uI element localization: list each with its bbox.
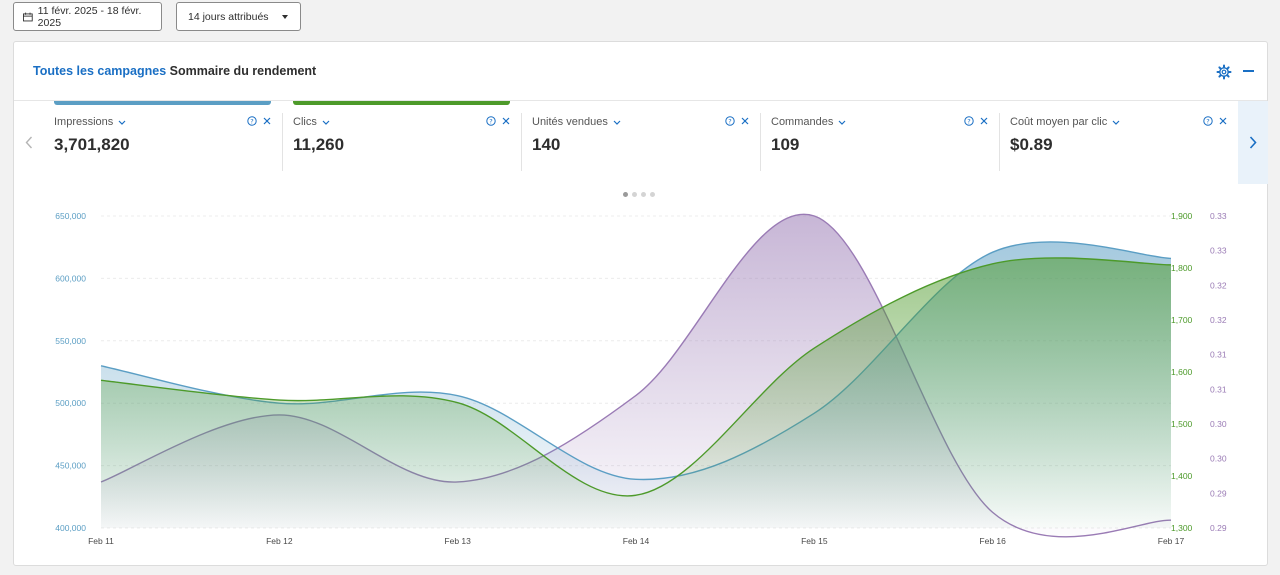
y-tick-label-right-clicks: 1,700 [1171,315,1193,325]
divider [521,113,522,171]
all-campaigns-link[interactable]: Toutes les campagnes [33,64,167,78]
x-tick-label: Feb 12 [266,536,293,546]
y-tick-label-right-cpc: 0.33 [1210,246,1227,256]
y-tick-label-right-cpc: 0.30 [1210,419,1227,429]
y-tick-label-right-clicks: 1,400 [1171,471,1193,481]
carousel-prev-button[interactable] [14,101,44,184]
calendar-icon [23,12,33,21]
page-title: Sommaire du rendement [169,64,317,78]
help-icon[interactable]: ? [1203,116,1213,126]
chevron-down-icon[interactable] [322,120,330,125]
y-tick-label-left: 450,000 [55,461,86,471]
chevron-down-icon[interactable] [118,120,126,125]
y-tick-label-right-cpc: 0.31 [1210,350,1227,360]
y-tick-label-left: 400,000 [55,523,86,533]
y-tick-label-right-cpc: 0.32 [1210,280,1227,290]
divider [282,113,283,171]
y-tick-label-right-cpc: 0.32 [1210,315,1227,325]
divider [999,113,1000,171]
caret-down-icon [282,14,288,19]
x-tick-label: Feb 16 [979,536,1006,546]
svg-text:?: ? [728,117,731,125]
attribution-label: 14 jours attribués [188,10,269,23]
pagination-dot[interactable] [632,192,637,197]
collapse-icon[interactable] [1243,70,1254,72]
performance-panel: Toutes les campagnes Sommaire du rendeme… [13,41,1268,566]
close-icon[interactable] [980,117,988,125]
metric-tile-units-sold[interactable]: Unités vendues ? 140 [522,101,761,184]
attribution-select[interactable]: 14 jours attribués [176,2,301,31]
chevron-down-icon[interactable] [838,120,846,125]
close-icon[interactable] [1219,117,1227,125]
metric-tile-orders[interactable]: Commandes ? 109 [761,101,1000,184]
help-icon[interactable]: ? [964,116,974,126]
x-tick-label: Feb 13 [444,536,471,546]
close-icon[interactable] [263,117,271,125]
y-tick-label-right-cpc: 0.29 [1210,523,1227,533]
y-tick-label-left: 650,000 [55,211,86,221]
y-tick-label-right-clicks: 1,800 [1171,263,1193,273]
chevron-down-icon[interactable] [1112,120,1120,125]
series-clicks-area [101,257,1171,528]
metric-label: Impressions [54,116,114,128]
y-tick-label-left: 500,000 [55,398,86,408]
help-icon[interactable]: ? [247,116,257,126]
x-tick-label: Feb 14 [623,536,650,546]
y-tick-label-right-cpc: 0.31 [1210,384,1227,394]
metric-color-bar [293,101,510,105]
metric-value: $0.89 [1010,135,1053,154]
chevron-left-icon [25,136,33,149]
metric-label: Clics [293,116,317,128]
metric-value: 11,260 [293,135,345,154]
y-tick-label-right-clicks: 1,300 [1171,523,1193,533]
x-tick-label: Feb 15 [801,536,828,546]
pagination-dot[interactable] [650,192,655,197]
y-tick-label-right-clicks: 1,900 [1171,211,1193,221]
gear-icon[interactable] [1216,64,1232,80]
breadcrumb: Toutes les campagnes Sommaire du rendeme… [33,64,316,78]
y-tick-label-right-clicks: 1,600 [1171,367,1193,377]
series-clicks-line [100,257,1172,497]
metrics-carousel: Impressions ? 3,701,820 Clics ? 11,260 U… [14,101,1268,184]
y-tick-label-left: 550,000 [55,336,86,346]
metric-value: 140 [532,135,561,154]
svg-text:?: ? [489,117,492,125]
metric-color-bar [54,101,271,105]
chevron-right-icon [1249,136,1257,149]
metric-tile-clicks[interactable]: Clics ? 11,260 [283,101,522,184]
y-tick-label-left: 600,000 [55,273,86,283]
metric-label: Coût moyen par clic [1010,116,1108,128]
metric-label: Commandes [771,116,834,128]
y-tick-label-right-clicks: 1,500 [1171,419,1193,429]
close-icon[interactable] [741,117,749,125]
metric-tile-impressions[interactable]: Impressions ? 3,701,820 [44,101,283,184]
date-range-label: 11 févr. 2025 - 18 févr. 2025 [37,4,142,29]
y-tick-label-right-cpc: 0.33 [1210,211,1227,221]
carousel-pagination [623,192,655,197]
metric-tile-avg-cpc[interactable]: Coût moyen par clic ? $0.89 [1000,101,1239,184]
date-range-button[interactable]: 11 févr. 2025 - 18 févr. 2025 [13,2,162,31]
x-tick-label: Feb 11 [88,536,114,546]
x-tick-label: Feb 17 [1158,536,1185,546]
y-tick-label-right-cpc: 0.29 [1210,488,1227,498]
carousel-next-button[interactable] [1238,101,1268,184]
metric-value: 3,701,820 [54,135,130,154]
svg-text:?: ? [250,117,253,125]
close-icon[interactable] [502,117,510,125]
help-icon[interactable]: ? [486,116,496,126]
chevron-down-icon[interactable] [613,120,621,125]
divider [760,113,761,171]
metric-value: 109 [771,135,800,154]
svg-text:?: ? [967,117,970,125]
pagination-dot[interactable] [623,192,628,197]
performance-chart: 650,000 600,000 550,000 500,000 450,000 400,0… [55,211,1227,546]
svg-text:?: ? [1206,117,1209,125]
panel-header: Toutes les campagnes Sommaire du rendeme… [14,42,1267,101]
metric-label: Unités vendues [532,116,608,128]
pagination-dot[interactable] [641,192,646,197]
toolbar: 11 févr. 2025 - 18 févr. 2025 14 jours a… [13,2,301,31]
y-tick-label-right-cpc: 0.30 [1210,454,1227,464]
help-icon[interactable]: ? [725,116,735,126]
